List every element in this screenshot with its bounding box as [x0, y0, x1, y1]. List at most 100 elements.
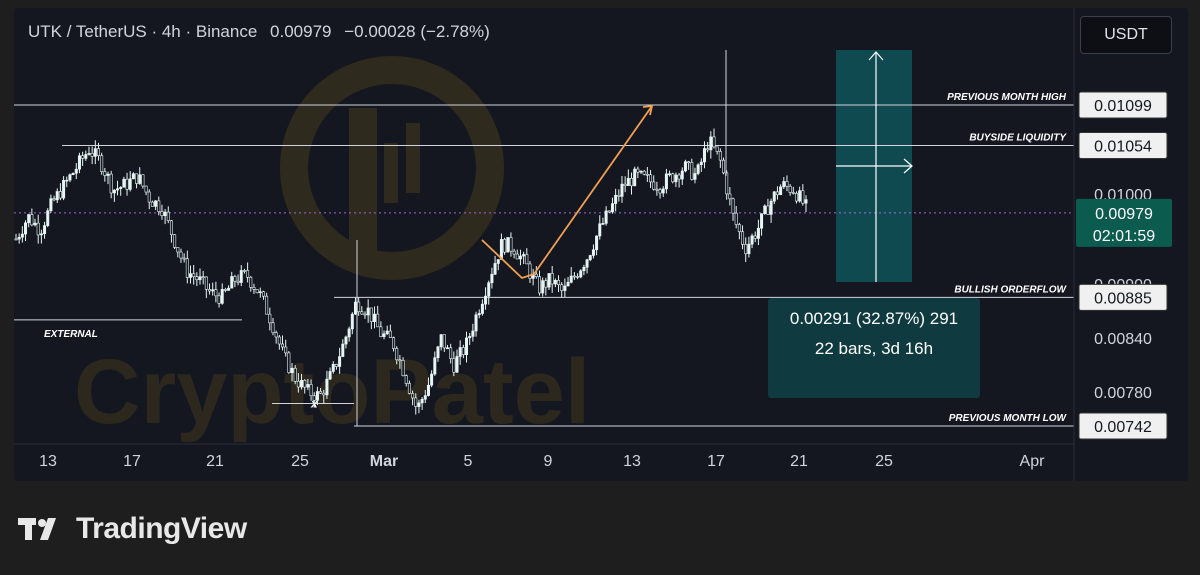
candle	[401, 357, 405, 377]
candle	[779, 184, 783, 196]
candle	[696, 163, 700, 176]
candle	[239, 265, 243, 287]
candle	[249, 275, 253, 292]
y-tick-label: 0.00780	[1094, 385, 1152, 402]
candle	[617, 189, 621, 202]
candle	[674, 172, 678, 188]
watermark-logo	[280, 56, 504, 280]
candle	[131, 172, 135, 180]
candle	[544, 277, 548, 296]
chart-panel[interactable]: CryptoPatel PREVIOUS MONTH HIGH BUYSIDE L…	[14, 8, 1188, 481]
candle	[702, 141, 706, 169]
candle	[293, 365, 297, 385]
candle	[68, 173, 72, 183]
candle	[331, 361, 335, 374]
last-price: 0.00979	[270, 22, 332, 41]
candle	[27, 213, 31, 228]
candle	[499, 233, 503, 260]
candle	[309, 379, 313, 401]
candle	[604, 206, 608, 226]
level-price-tag: 0.00742	[1078, 412, 1168, 440]
svg-text:0.00885: 0.00885	[1094, 290, 1152, 307]
candle	[563, 278, 567, 298]
candle	[122, 176, 126, 188]
candle	[392, 336, 396, 352]
candle	[801, 184, 805, 206]
symbol-header: UTK / TetherUS · 4h · Binance 0.00979 −0…	[28, 22, 490, 42]
candle	[582, 264, 586, 276]
candle	[188, 265, 192, 284]
candle	[417, 399, 421, 414]
candle	[610, 197, 614, 214]
current-price-tag: 0.00979 02:01:59	[1076, 198, 1172, 247]
candle	[528, 260, 532, 283]
candle	[442, 334, 446, 352]
candle	[576, 273, 580, 280]
candle	[630, 172, 634, 195]
candle	[652, 175, 656, 191]
arrow-head	[642, 104, 654, 116]
candle	[591, 244, 595, 259]
currency-button[interactable]: USDT	[1080, 16, 1172, 54]
chart-canvas[interactable]: CryptoPatel PREVIOUS MONTH HIGH BUYSIDE L…	[14, 8, 1188, 481]
candle	[328, 367, 332, 380]
candle	[731, 197, 735, 221]
candle	[490, 267, 494, 289]
candle	[794, 191, 798, 204]
candle	[547, 273, 551, 290]
candle	[680, 167, 684, 185]
candle	[585, 258, 589, 274]
candle	[236, 274, 240, 286]
candle	[192, 264, 196, 285]
candle	[471, 323, 475, 342]
candle	[433, 351, 437, 376]
candle	[363, 311, 367, 319]
candle	[160, 204, 164, 220]
candle	[772, 190, 776, 205]
candle	[379, 321, 383, 338]
candle	[185, 250, 189, 284]
candle	[658, 187, 662, 199]
candle	[198, 268, 202, 285]
candle	[763, 204, 767, 215]
level-price-tag: 0.00885	[1078, 283, 1168, 311]
x-tick-label: 17	[707, 453, 725, 470]
candle	[319, 388, 323, 394]
candle	[71, 172, 75, 176]
candle	[788, 184, 792, 196]
footer-brand[interactable]: TradingView	[18, 512, 247, 546]
candle	[458, 340, 462, 365]
candle	[782, 177, 786, 189]
candle	[423, 390, 427, 404]
candle	[693, 167, 697, 184]
candle	[100, 152, 104, 175]
level-label: BUYSIDE LIQUIDITY	[969, 132, 1067, 143]
watermark-text: CryptoPatel	[74, 341, 590, 443]
x-tick-label: Apr	[1020, 453, 1046, 470]
candle	[515, 249, 519, 260]
candle	[804, 195, 808, 213]
candle	[341, 339, 345, 358]
candle	[775, 186, 779, 200]
measure-tooltip: 0.00291 (32.87%) 291 22 bars, 3d 16h	[768, 298, 980, 398]
candle	[366, 299, 370, 323]
candle	[747, 236, 751, 258]
candle	[274, 330, 278, 344]
candle	[404, 374, 408, 387]
candle	[560, 282, 564, 298]
candle	[43, 221, 47, 239]
candle	[150, 200, 154, 207]
candle	[769, 198, 773, 223]
candle	[436, 345, 440, 362]
candle	[737, 222, 741, 240]
candle	[208, 283, 212, 295]
candle	[756, 219, 760, 246]
candle	[49, 194, 53, 213]
symbol-label: UTK / TetherUS · 4h · Binance	[28, 22, 258, 41]
candle	[90, 146, 94, 165]
candle	[179, 248, 183, 263]
candle	[496, 259, 500, 271]
candle	[664, 168, 668, 194]
candle	[649, 169, 653, 189]
candle	[261, 290, 265, 300]
